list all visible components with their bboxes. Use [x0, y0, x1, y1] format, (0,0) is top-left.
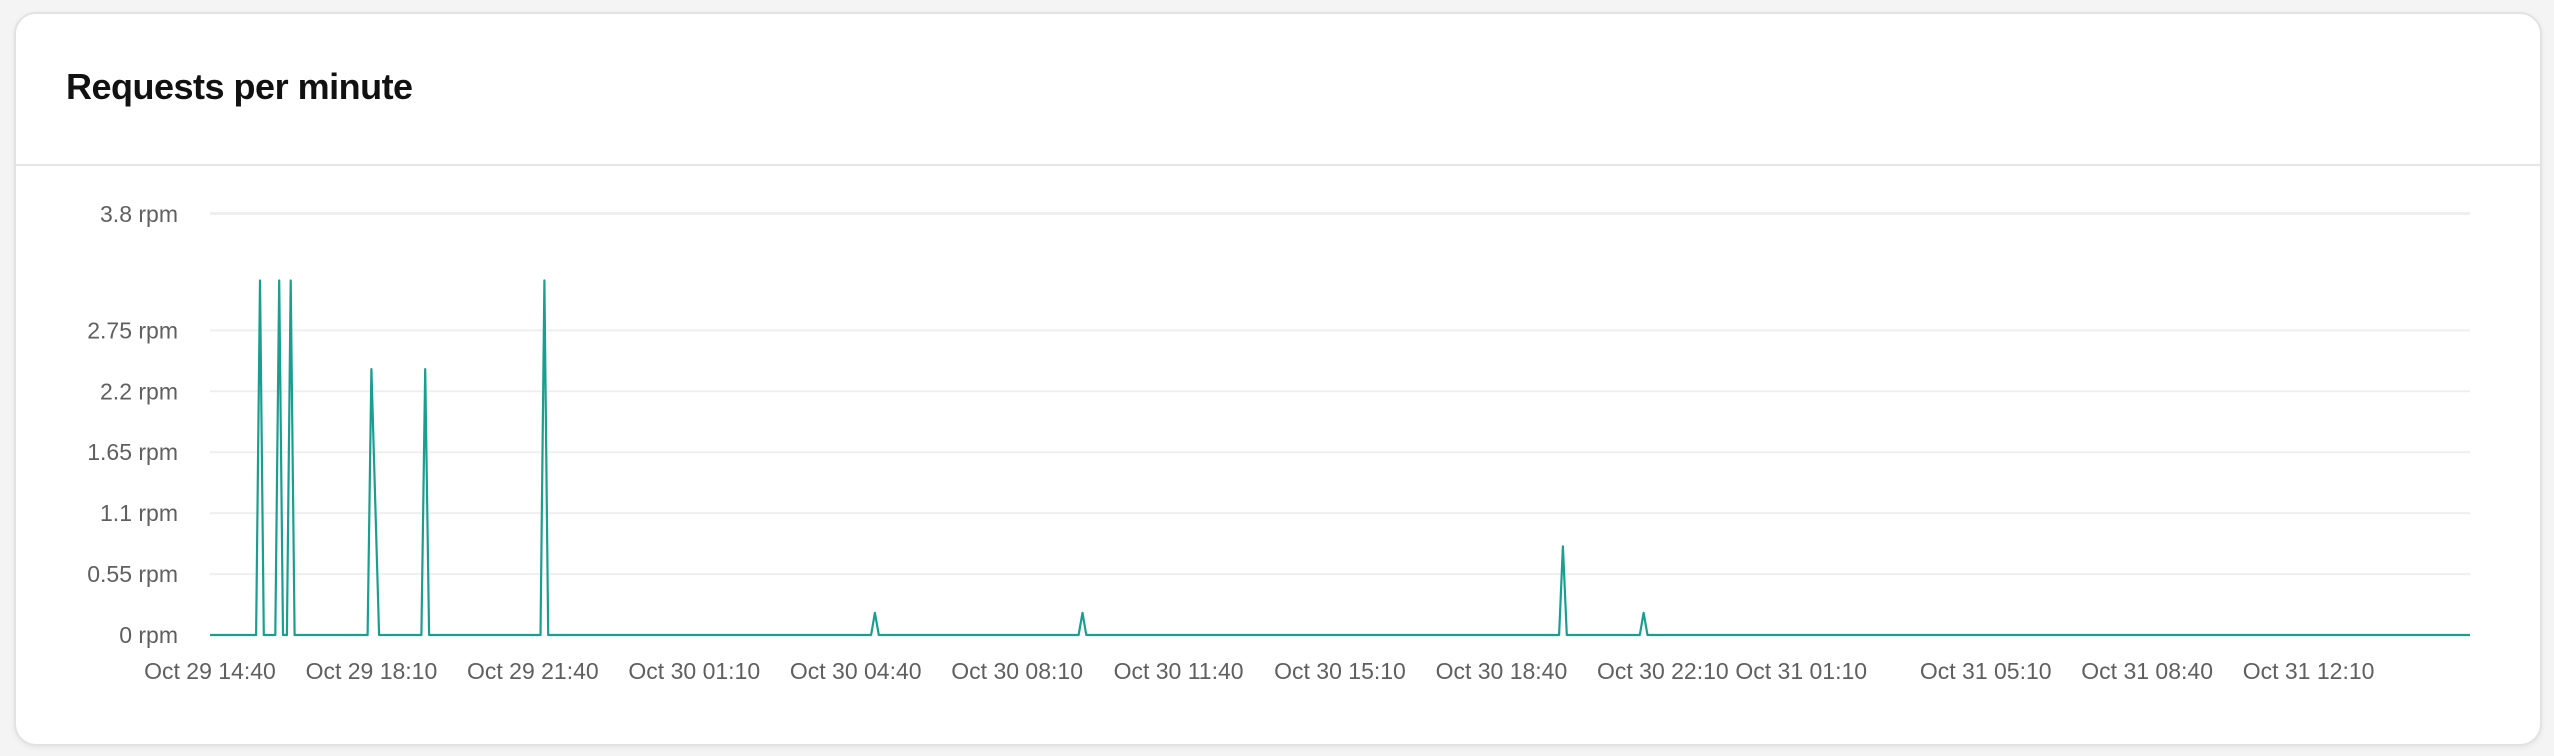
- x-tick-label: Oct 30 11:40: [1114, 658, 1244, 684]
- x-tick-label: Oct 31 01:10: [1735, 658, 1867, 684]
- x-tick-label: Oct 30 18:40: [1436, 658, 1568, 684]
- x-tick-label: Oct 31 12:10: [2243, 658, 2375, 684]
- x-tick-label: Oct 30 01:10: [628, 658, 760, 684]
- x-tick-label: Oct 30 08:10: [951, 658, 1083, 684]
- y-tick-label: 1.1 rpm: [100, 500, 178, 526]
- x-tick-label: Oct 31 05:10: [1920, 658, 2052, 684]
- y-tick-label: 1.65 rpm: [87, 439, 178, 465]
- y-tick-label: 2.2 rpm: [100, 378, 178, 404]
- x-tick-label: Oct 31 08:40: [2081, 658, 2213, 684]
- x-tick-label: Oct 30 15:10: [1274, 658, 1406, 684]
- y-tick-label: 2.75 rpm: [87, 317, 178, 343]
- x-tick-label: Oct 30 22:10: [1597, 658, 1729, 684]
- x-tick-label: Oct 30 04:40: [790, 658, 922, 684]
- y-tick-label: 0 rpm: [119, 622, 178, 648]
- card-header: Requests per minute: [16, 14, 2540, 166]
- chart-title: Requests per minute: [66, 66, 413, 107]
- series-line: [210, 279, 2470, 637]
- requests-per-minute-chart: 0 rpm 0.55 rpm 1.1 rpm 1.65 rpm 2.2 rpm 2.75 …: [87, 201, 2470, 684]
- x-tick-label: Oct 29 18:10: [306, 658, 438, 684]
- chart-card: Requests per minute 0 rpm 0.55 rpm 1.1 rpm…: [14, 12, 2542, 746]
- y-tick-label: 3.8 rpm: [100, 201, 178, 227]
- y-tick-label: 0.55 rpm: [87, 561, 178, 587]
- x-tick-label: Oct 29 21:40: [467, 658, 599, 684]
- x-tick-label: Oct 29 14:40: [144, 658, 276, 684]
